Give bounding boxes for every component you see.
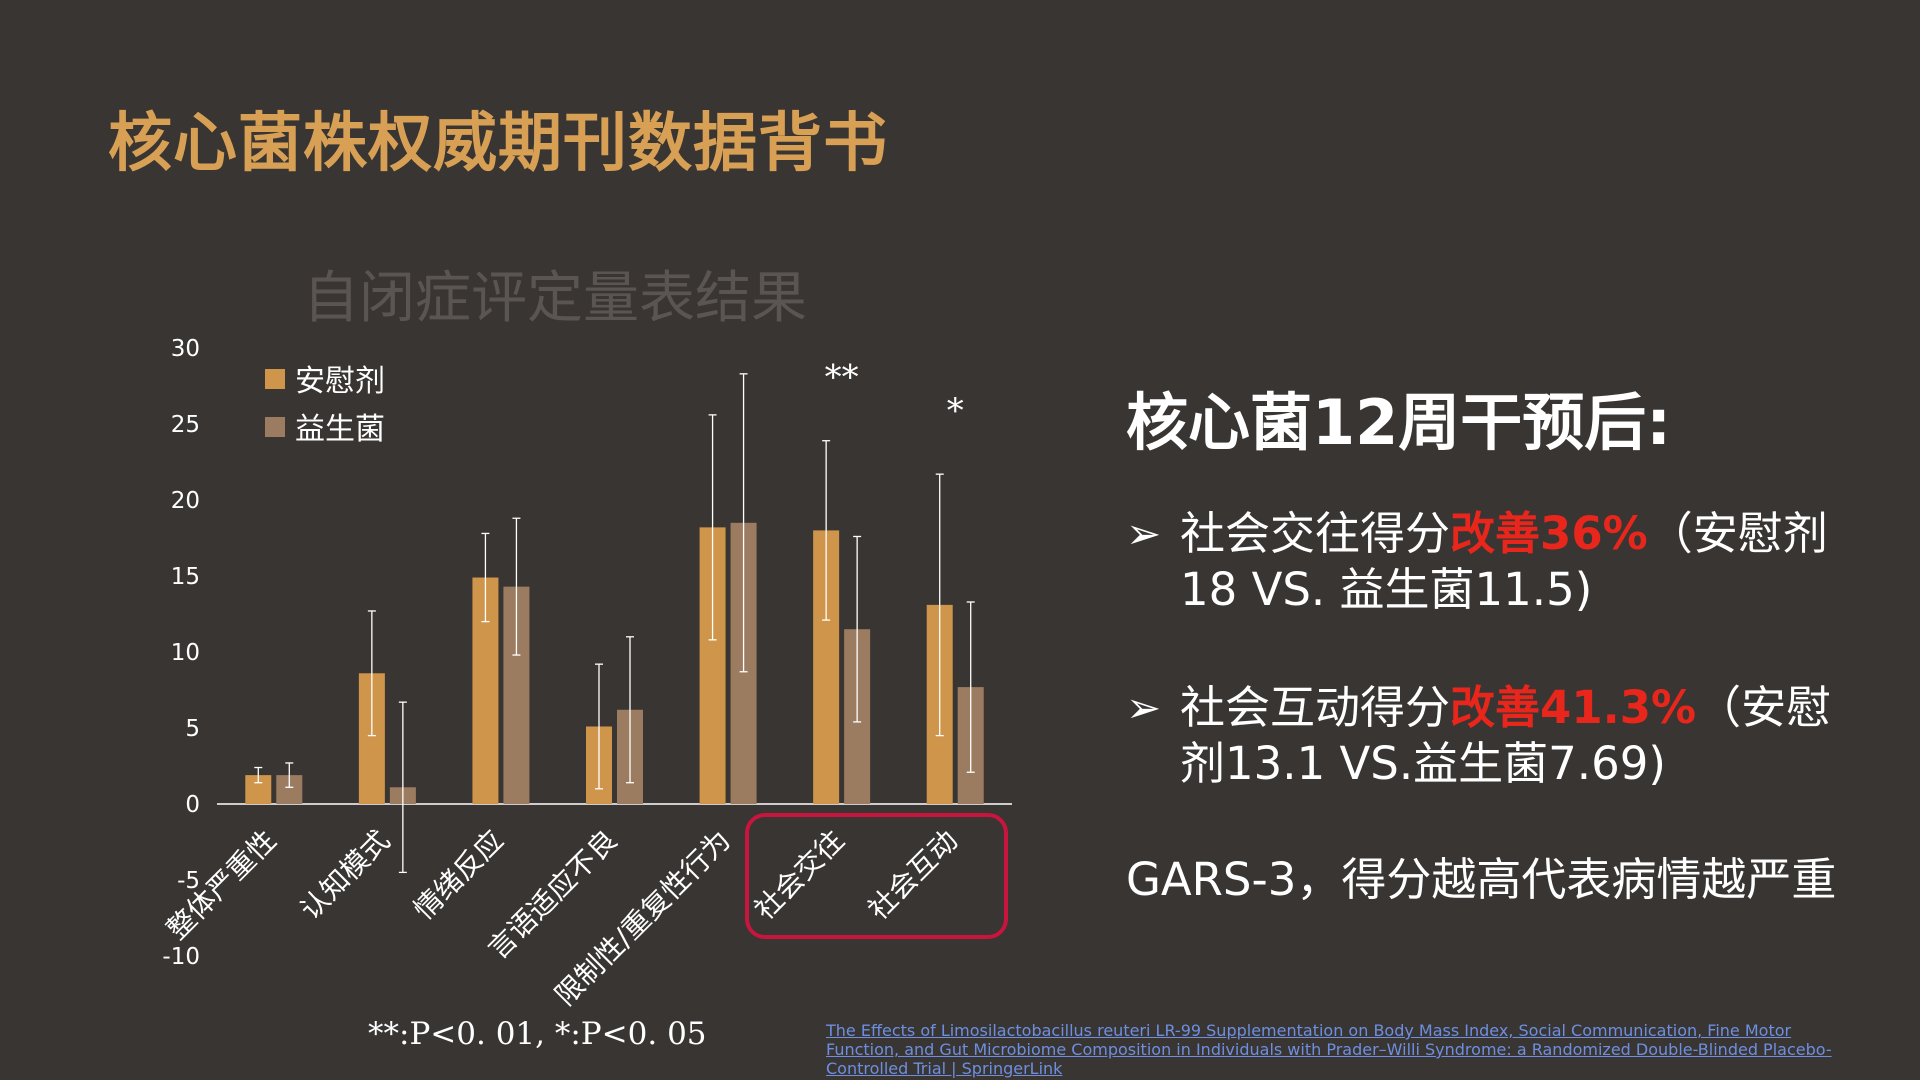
error-bar	[626, 636, 634, 784]
error-bar	[398, 701, 407, 874]
category-label: 社会交往	[748, 824, 851, 927]
legend-label-placebo: 安慰剂	[295, 364, 385, 399]
y-tick-label: -10	[162, 944, 200, 970]
arrowhead-icon: ➢	[1126, 683, 1162, 732]
error-bar	[822, 440, 831, 621]
y-tick-label: 30	[171, 336, 200, 362]
y-tick-label: 25	[171, 412, 200, 438]
scale-note: GARS-3，得分越高代表病情越严重	[1126, 853, 1837, 906]
category-label: 情绪反应	[407, 824, 510, 927]
improvement-highlight: 改善41.3%	[1450, 681, 1697, 734]
error-bar	[853, 535, 862, 723]
highlight-box	[745, 813, 1008, 939]
significance-footnote: **:P<0. 01, *:P<0. 05	[368, 1016, 707, 1052]
y-tick-label: 20	[171, 488, 200, 514]
chart-bars: ***	[245, 358, 984, 874]
error-bar	[708, 414, 717, 641]
finding-text: 社会交往得分改善36%（安慰剂18 VS. 益生菌11.5)	[1180, 506, 1846, 618]
arrowhead-icon: ➢	[1126, 509, 1162, 558]
finding-prefix: 社会交往得分	[1180, 507, 1451, 560]
error-bar	[595, 663, 603, 790]
finding-text: 社会互动得分改善41.3%（安慰剂13.1 VS.益生菌7.69)	[1180, 680, 1846, 792]
category-label: 社会互动	[862, 824, 965, 927]
finding-suffix: （安慰剂13.1 VS.益生菌7.69)	[1180, 681, 1832, 790]
significance-mark: *	[947, 391, 964, 431]
y-tick-label: 15	[171, 564, 200, 590]
error-bar	[367, 610, 376, 737]
error-bar	[285, 762, 294, 788]
legend-label-probiotic: 益生菌	[295, 412, 385, 447]
reference-link[interactable]: The Effects of Limosilactobacillus reute…	[826, 1021, 1832, 1078]
legend-swatch-placebo	[265, 369, 285, 389]
finding-suffix: （安慰剂18 VS. 益生菌11.5)	[1180, 507, 1828, 616]
error-bar	[739, 373, 748, 673]
y-tick-label: 0	[185, 792, 200, 818]
slide-title: 核心菌株权威期刊数据背书	[108, 107, 888, 181]
error-bar	[512, 517, 521, 656]
chart-legend: 安慰剂 益生菌	[265, 364, 385, 447]
category-label: 认知模式	[294, 824, 397, 927]
y-tick-label: 10	[171, 640, 200, 666]
finding-social-interaction: ➢ 社会互动得分改善41.3%（安慰剂13.1 VS.益生菌7.69)	[1126, 680, 1846, 792]
y-tick-label: 5	[185, 716, 200, 742]
error-bar	[935, 473, 944, 737]
error-bar	[481, 532, 490, 623]
y-tick-label: -5	[177, 868, 200, 894]
chart-title: 自闭症评定量表结果	[303, 266, 807, 331]
significance-mark: **	[825, 358, 859, 398]
error-bar	[254, 766, 263, 784]
finding-prefix: 社会互动得分	[1180, 681, 1451, 734]
findings-heading: 核心菌12周干预后:	[1126, 386, 1672, 459]
finding-social-communication: ➢ 社会交往得分改善36%（安慰剂18 VS. 益生菌11.5)	[1126, 506, 1846, 618]
error-bar	[966, 601, 975, 773]
legend-swatch-probiotic	[265, 417, 285, 437]
improvement-highlight: 改善36%	[1450, 507, 1648, 560]
